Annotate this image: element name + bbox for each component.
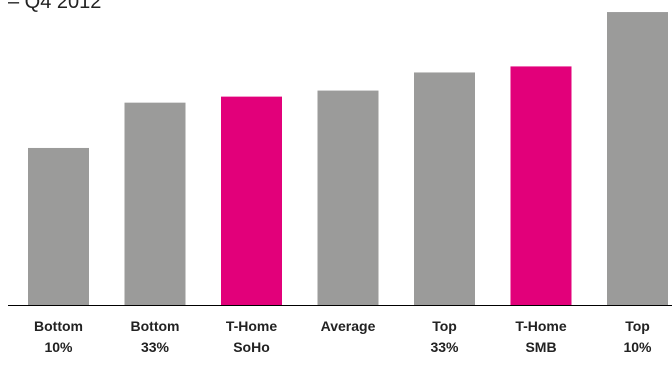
bar: [317, 90, 379, 305]
bar: [28, 147, 89, 305]
bar: [607, 12, 668, 306]
category-label: Average: [321, 318, 376, 334]
bar: [124, 102, 186, 305]
chart-subtitle: – Q4 2012: [8, 0, 102, 13]
category-label: Top 33%: [430, 318, 459, 355]
bar: [221, 96, 282, 306]
category-label: Bottom 33%: [131, 318, 180, 355]
bar: [510, 66, 572, 305]
bar: [414, 72, 475, 306]
category-label: T-Home SoHo: [226, 318, 278, 355]
category-label: Bottom 10%: [34, 318, 83, 355]
category-label: Top 10%: [623, 318, 652, 355]
category-label: T-Home SMB: [515, 318, 567, 355]
